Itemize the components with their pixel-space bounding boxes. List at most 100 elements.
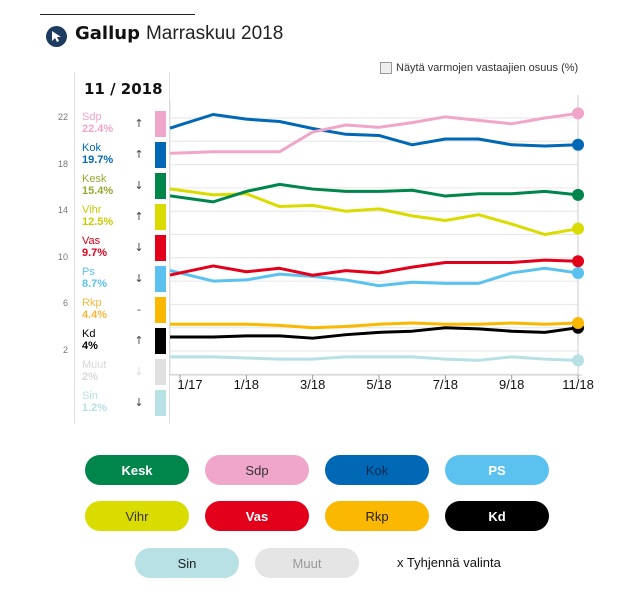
line-chart xyxy=(169,95,585,380)
legend-percentage: 9.7% xyxy=(82,247,108,259)
series-endpoint-sin[interactable] xyxy=(572,354,585,367)
x-tick-label: 3/18 xyxy=(300,377,326,392)
legend-party-name: Kd xyxy=(82,328,96,340)
party-button-rkp[interactable]: Rkp xyxy=(325,501,429,531)
trend-arrow-icon: ↓ xyxy=(134,365,144,378)
legend-item-kok: Kok 19.7% xyxy=(82,142,113,166)
legend-percentage: 4% xyxy=(82,340,98,352)
series-line-vas[interactable] xyxy=(169,258,579,277)
y-tick-label: 2 xyxy=(62,345,68,355)
trend-arrow-icon: ↓ xyxy=(134,241,144,254)
series-line-kesk[interactable] xyxy=(169,182,579,204)
party-button-vas[interactable]: Vas xyxy=(205,501,309,531)
x-tick-label: 7/18 xyxy=(432,377,459,392)
legend-party-name: Vihr xyxy=(82,204,102,216)
series-line-sin[interactable] xyxy=(170,355,579,362)
trend-arrow-icon: ↓ xyxy=(134,179,144,192)
trend-arrow-icon: ↑ xyxy=(134,117,144,130)
x-tick-label: 1/17 xyxy=(177,377,203,392)
series-line-kd[interactable] xyxy=(170,326,579,340)
legend-percentage: 22.4% xyxy=(82,123,114,135)
series-endpoint-vas[interactable] xyxy=(572,255,585,268)
x-tick-label: 9/18 xyxy=(499,377,525,392)
series-line-vihr[interactable] xyxy=(169,187,579,236)
legend-party-name: Sin xyxy=(82,390,98,402)
y-tick-label: 18 xyxy=(57,158,68,169)
legend-color-swatch xyxy=(155,390,166,416)
trend-arrow-icon: ↓ xyxy=(134,272,144,285)
legend-item-sin: Sin 1.2% xyxy=(82,390,107,414)
title-main: Gallup xyxy=(75,23,140,44)
party-button-kesk[interactable]: Kesk xyxy=(85,455,189,485)
series-endpoint-vihr[interactable] xyxy=(572,222,585,235)
legend-color-swatch xyxy=(155,204,166,230)
series-endpoint-sdp[interactable] xyxy=(572,107,585,120)
legend-party-name: Ps xyxy=(82,266,95,278)
party-button-ps[interactable]: PS xyxy=(445,455,549,485)
legend-percentage: 8.7% xyxy=(82,278,108,290)
party-button-muut[interactable]: Muut xyxy=(255,548,359,578)
legend-item-rkp: Rkp 4.4% xyxy=(82,297,107,321)
legend-percentage: 12.5% xyxy=(82,216,114,228)
x-tick-label: 1/18 xyxy=(233,377,259,392)
legend-party-name: Rkp xyxy=(82,297,102,309)
legend-item-ps: Ps 8.7% xyxy=(82,266,107,290)
legend-color-swatch xyxy=(155,266,166,292)
party-button-vihr[interactable]: Vihr xyxy=(85,501,189,531)
clear-selection-link[interactable]: x Tyhjennä valinta xyxy=(397,555,501,570)
legend-percentage: 15.4% xyxy=(82,185,114,197)
legend-percentage: 2% xyxy=(82,371,98,383)
series-endpoint-ps[interactable] xyxy=(572,266,585,279)
legend-item-kd: Kd 4% xyxy=(82,328,98,352)
legend-item-vihr: Vihr 12.5% xyxy=(82,204,113,228)
trend-arrow-icon: ↑ xyxy=(134,334,144,347)
legend-percentage: 1.2% xyxy=(82,402,108,414)
page-title: Gallup Marraskuu 2018 xyxy=(75,23,283,45)
legend-color-swatch xyxy=(155,173,166,199)
selected-month: 11 / 2018 xyxy=(84,80,163,98)
show-certain-respondents-checkbox[interactable]: Näytä varmojen vastaajien osuus (%) xyxy=(380,62,578,74)
checkbox-label: Näytä varmojen vastaajien osuus (%) xyxy=(396,62,579,74)
series-endpoint-kok[interactable] xyxy=(572,138,585,151)
y-tick-label: 6 xyxy=(62,298,68,309)
legend-color-swatch xyxy=(155,111,166,137)
y-tick-label: 22 xyxy=(57,112,68,122)
series-endpoint-kesk[interactable] xyxy=(572,188,585,201)
party-button-sdp[interactable]: Sdp xyxy=(205,455,309,485)
legend-color-swatch xyxy=(155,297,166,323)
series-endpoint-rkp[interactable] xyxy=(572,317,585,330)
cursor-logo-icon xyxy=(46,26,67,47)
series-line-sdp[interactable] xyxy=(169,111,579,155)
legend-party-name: Sdp xyxy=(82,111,102,123)
series-line-ps[interactable] xyxy=(169,266,579,288)
legend-party-name: Kok xyxy=(82,142,101,154)
party-button-sin[interactable]: Sin xyxy=(135,548,239,578)
legend-item-sdp: Sdp 22.4% xyxy=(82,111,113,135)
legend-percentage: 19.7% xyxy=(82,154,114,166)
legend-percentage: 4.4% xyxy=(82,309,108,321)
legend-party-name: Kesk xyxy=(82,173,107,185)
top-divider xyxy=(40,14,195,15)
trend-arrow-icon: ↑ xyxy=(134,210,144,223)
trend-arrow-icon: ↑ xyxy=(134,148,144,161)
y-tick-label: 10 xyxy=(57,251,68,262)
legend-item-muut: Muut 2% xyxy=(82,359,106,383)
party-button-kok[interactable]: Kok xyxy=(325,455,429,485)
legend-item-kesk: Kesk 15.4% xyxy=(82,173,113,197)
series-line-rkp[interactable] xyxy=(170,321,579,330)
series-line-kok[interactable] xyxy=(169,113,579,148)
legend-color-swatch xyxy=(155,359,166,385)
y-tick-label: 14 xyxy=(57,205,68,216)
title-subtitle: Marraskuu 2018 xyxy=(145,23,284,44)
party-button-kd[interactable]: Kd xyxy=(445,501,549,531)
legend-color-swatch xyxy=(155,142,166,168)
legend-party-name: Vas xyxy=(82,235,101,247)
x-tick-label: 5/18 xyxy=(366,377,392,392)
x-tick-label: 11/18 xyxy=(562,377,594,392)
legend-item-vas: Vas 9.7% xyxy=(82,235,107,259)
legend-party-name: Muut xyxy=(82,359,107,371)
trend-arrow-icon: - xyxy=(137,303,141,316)
legend-color-swatch xyxy=(155,235,166,261)
checkbox-box[interactable] xyxy=(380,62,392,74)
